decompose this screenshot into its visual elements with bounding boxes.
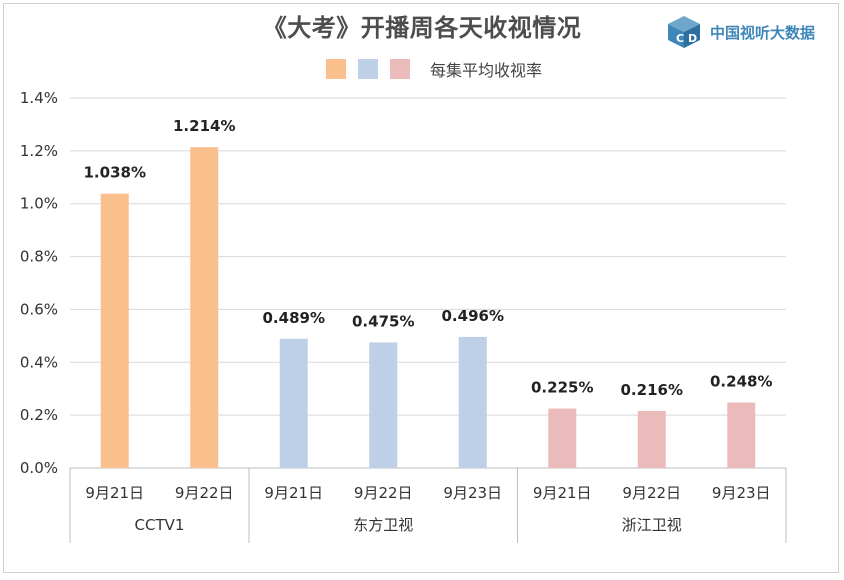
bar [548,408,577,468]
data-label: 1.038% [84,164,146,182]
svg-text:D: D [688,32,697,45]
y-tick-label: 0.2% [20,406,58,424]
x-category-label: 9月21日 [264,484,323,502]
brand-logo: C D 中国视听大数据 [666,14,815,50]
cube-cd-logo-icon: C D [668,16,700,48]
legend-swatch-dongfang [358,59,378,79]
x-group-label: 东方卫视 [353,516,413,534]
legend-label: 每集平均收视率 [430,61,543,80]
y-tick-label: 1.0% [20,195,58,213]
legend: 每集平均收视率 [326,58,542,80]
x-group-label: CCTV1 [135,516,185,534]
x-category-label: 9月23日 [443,484,502,502]
data-label: 0.248% [710,372,772,390]
y-tick-label: 1.4% [20,89,58,107]
bar [100,193,129,468]
y-tick-label: 0.0% [20,459,58,477]
legend-swatch-cctv1 [326,59,346,79]
y-tick-label: 0.8% [20,248,58,266]
y-tick-label: 0.6% [20,300,58,318]
data-label: 0.489% [263,309,325,327]
bar [458,336,487,468]
bar [727,402,756,468]
bar [279,338,308,468]
data-label: 0.496% [442,307,504,325]
bar [637,410,666,468]
x-category-label: 9月21日 [533,484,592,502]
y-tick-label: 1.2% [20,142,58,160]
x-category-label: 9月21日 [85,484,144,502]
bar [369,342,398,468]
data-label: 0.475% [352,312,414,330]
x-category-label: 9月22日 [175,484,234,502]
x-category-label: 9月22日 [354,484,413,502]
data-label: 0.216% [621,381,683,399]
data-label: 1.214% [173,117,235,135]
x-group-label: 浙江卫视 [622,516,682,534]
y-tick-label: 0.4% [20,353,58,371]
brand-name: 中国视听大数据 [710,23,816,42]
svg-text:C: C [676,32,684,45]
x-category-label: 9月23日 [712,484,771,502]
chart-title: 《大考》开播周各天收视情况 [262,14,582,42]
bar [190,147,219,468]
legend-swatch-zhejiang [390,59,410,79]
x-category-label: 9月22日 [622,484,681,502]
data-label: 0.225% [531,379,593,397]
